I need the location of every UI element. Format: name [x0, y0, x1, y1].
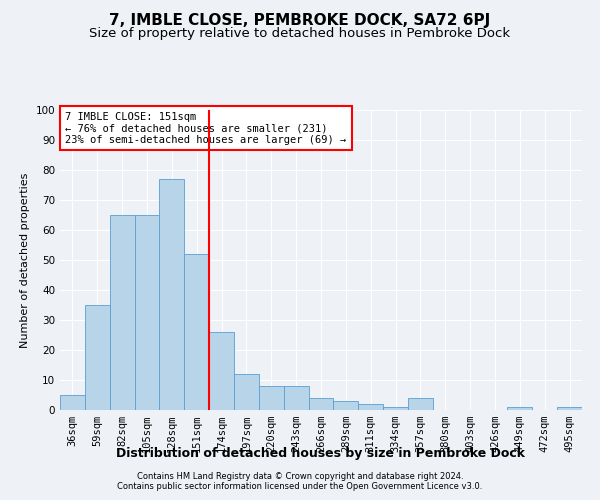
Bar: [134, 215, 160, 410]
Bar: [308, 398, 334, 410]
Bar: [334, 401, 358, 410]
Bar: [184, 254, 209, 410]
Text: 7 IMBLE CLOSE: 151sqm
← 76% of detached houses are smaller (231)
23% of semi-det: 7 IMBLE CLOSE: 151sqm ← 76% of detached …: [65, 112, 346, 144]
Bar: [160, 179, 184, 410]
Text: Contains HM Land Registry data © Crown copyright and database right 2024.: Contains HM Land Registry data © Crown c…: [137, 472, 463, 481]
Bar: [234, 374, 259, 410]
Text: Contains public sector information licensed under the Open Government Licence v3: Contains public sector information licen…: [118, 482, 482, 491]
Bar: [85, 305, 110, 410]
Bar: [508, 407, 532, 410]
Bar: [60, 395, 85, 410]
Bar: [557, 407, 582, 410]
Bar: [284, 386, 308, 410]
Y-axis label: Number of detached properties: Number of detached properties: [20, 172, 30, 348]
Bar: [259, 386, 284, 410]
Bar: [209, 332, 234, 410]
Text: 7, IMBLE CLOSE, PEMBROKE DOCK, SA72 6PJ: 7, IMBLE CLOSE, PEMBROKE DOCK, SA72 6PJ: [109, 12, 491, 28]
Bar: [110, 215, 134, 410]
Text: Distribution of detached houses by size in Pembroke Dock: Distribution of detached houses by size …: [116, 448, 526, 460]
Bar: [408, 398, 433, 410]
Bar: [383, 407, 408, 410]
Text: Size of property relative to detached houses in Pembroke Dock: Size of property relative to detached ho…: [89, 28, 511, 40]
Bar: [358, 404, 383, 410]
